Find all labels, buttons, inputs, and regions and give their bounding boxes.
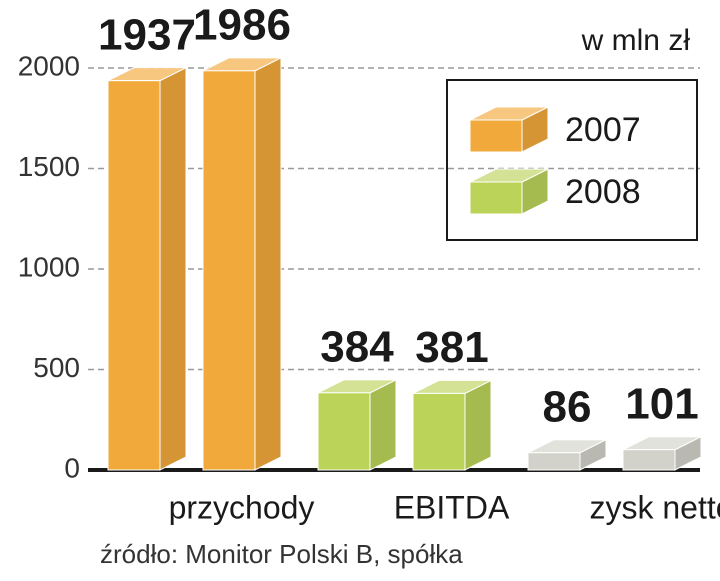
bar-front [317,392,371,471]
bar-front [469,119,523,153]
bar [317,379,397,471]
legend-label: 2008 [565,173,641,211]
source: źródło: Monitor Polski B, spółka [100,539,463,569]
bar-side [159,66,187,471]
bar-side [369,379,397,471]
x-tick-label: EBITDA [394,489,510,525]
bar-side [254,57,282,471]
bar [527,438,607,471]
value-label: 101 [625,379,698,428]
value-label: 1937 [98,10,196,59]
bar [412,379,492,471]
x-tick-label: przychody [169,489,315,525]
legend-label: 2007 [565,111,641,149]
y-tick-label: 500 [33,352,80,383]
value-label: 86 [543,382,592,431]
bar-front [527,452,581,471]
bar [622,435,702,471]
x-tick-label: zysk netto [589,489,720,525]
bar [107,66,187,471]
bar-front [412,392,466,471]
value-label: 1986 [193,0,291,49]
legend-box [446,79,698,241]
y-tick-label: 1500 [18,151,80,182]
bar-front [202,70,256,471]
bar [202,57,282,471]
bar-front [107,80,161,471]
bar-front [622,449,676,471]
y-tick-label: 2000 [18,50,80,81]
legend-marker [469,168,549,215]
legend-marker [469,106,549,153]
y-tick-label: 0 [64,452,80,483]
bar-front [469,181,523,215]
value-label: 384 [320,322,394,371]
value-label: 381 [415,323,488,372]
bar-side [464,379,492,471]
y-tick-label: 1000 [18,251,80,282]
subtitle: w mln zł [581,24,691,57]
